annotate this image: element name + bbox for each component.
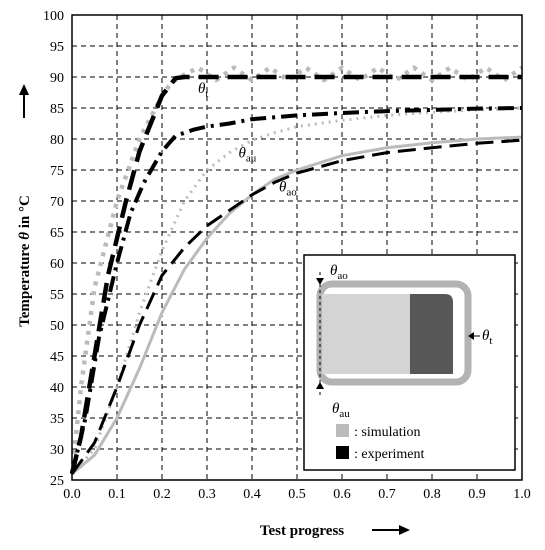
y-tick-label: 85 <box>50 102 64 117</box>
x-tick-label: 0.9 <box>468 487 486 502</box>
x-tick-labels: 0.0 0.1 0.2 0.3 0.4 0.5 0.6 0.7 0.8 0.9 1.0 <box>63 487 531 502</box>
inset-diagram: θao θt θau : simulation : experiment <box>303 254 516 471</box>
x-tick-label: 0.4 <box>243 487 261 502</box>
y-axis-title-suffix: in °C <box>17 195 33 232</box>
x-tick-label: 0.5 <box>288 487 306 502</box>
series-line-4 <box>70 106 523 475</box>
y-axis-arrow <box>19 84 29 118</box>
y-tick-label: 45 <box>50 350 64 365</box>
y-tick-label: 65 <box>50 226 64 241</box>
y-tick-label: 90 <box>50 71 64 86</box>
y-tick-label: 95 <box>50 40 64 55</box>
series-line-6 <box>70 138 523 475</box>
curve-label-au: θau <box>239 146 257 165</box>
inset-arrow-top <box>316 278 324 285</box>
x-tick-label: 0.3 <box>198 487 216 502</box>
curve-labels: θt θau θao <box>198 81 297 199</box>
curve-label-t: θt <box>198 81 208 100</box>
x-tick-label: 0.7 <box>378 487 396 502</box>
inset-arrow-side-head <box>468 332 474 340</box>
x-tick-label: 0.1 <box>108 487 126 502</box>
x-tick-label: 1.0 <box>513 487 531 502</box>
inset-label-t: θt <box>482 328 492 347</box>
inset-arrow-bottom <box>316 382 324 389</box>
legend-swatch-1 <box>336 424 349 437</box>
y-tick-label: 100 <box>43 9 64 24</box>
y-axis-title: Temperature θ in °C <box>17 195 33 327</box>
legend-text-1: : simulation <box>354 425 421 440</box>
vessel-dark-region <box>410 294 453 374</box>
y-tick-label: 80 <box>50 133 64 148</box>
y-tick-label: 60 <box>50 257 64 272</box>
y-tick-labels: 25 30 35 40 45 50 55 60 65 70 75 80 85 90 95 100 <box>43 9 64 489</box>
plot-frame <box>71 14 523 481</box>
y-tick-label: 40 <box>50 381 64 396</box>
x-tick-label: 0.2 <box>153 487 171 502</box>
y-axis-title-prefix: Temperature <box>17 240 33 327</box>
x-axis-title: Test progress <box>260 523 344 539</box>
legend-text-2: : experiment <box>354 447 424 462</box>
curve-label-ao: θao <box>279 180 297 199</box>
x-tick-label: 0.8 <box>423 487 441 502</box>
x-axis-arrow <box>372 525 410 535</box>
inset-label-ao: θao <box>330 263 348 282</box>
y-tick-label: 35 <box>50 412 64 427</box>
y-tick-label: 70 <box>50 195 64 210</box>
series-layer <box>69 65 524 475</box>
x-tick-label: 0.6 <box>333 487 351 502</box>
x-tick-label: 0.0 <box>63 487 81 502</box>
y-tick-label: 55 <box>50 288 64 303</box>
inset-label-au: θau <box>332 401 350 420</box>
y-tick-label: 25 <box>50 474 64 489</box>
y-tick-label: 75 <box>50 164 64 179</box>
y-tick-label: 50 <box>50 319 64 334</box>
legend-swatch-2 <box>336 446 349 459</box>
y-tick-label: 30 <box>50 443 64 458</box>
series-line-2 <box>69 74 522 475</box>
vessel-light-region <box>322 294 410 374</box>
y-axis-title-symbol: θ <box>17 232 33 240</box>
